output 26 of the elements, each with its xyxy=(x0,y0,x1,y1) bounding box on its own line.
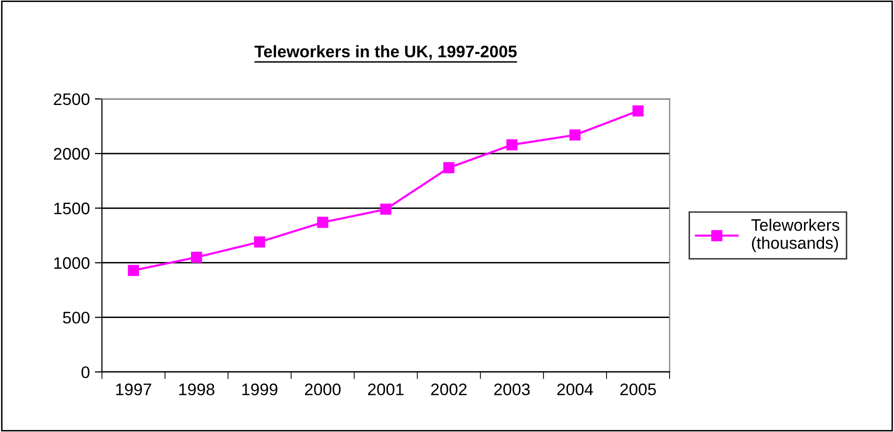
point xyxy=(128,264,140,276)
y-tick-label: 500 xyxy=(62,312,90,324)
point xyxy=(190,252,202,263)
x-tick-label: 2000 xyxy=(304,384,341,396)
y-tick-label: 1000 xyxy=(54,257,90,269)
legend-label: Teleworkers (thousands) xyxy=(751,218,840,252)
x-tick-label: 2002 xyxy=(431,384,467,396)
point xyxy=(317,216,328,228)
x-tick-label: 1998 xyxy=(179,384,214,396)
x-tick-label: 1997 xyxy=(116,384,152,396)
y-tick-label: 2500 xyxy=(54,93,90,106)
x-tick-label: 2005 xyxy=(620,384,656,396)
point xyxy=(254,236,266,248)
x-tick-label: 2004 xyxy=(557,384,594,396)
point xyxy=(632,105,644,116)
point xyxy=(506,139,518,150)
point xyxy=(569,129,581,141)
x-tick-label: 2003 xyxy=(494,384,530,396)
point xyxy=(380,204,392,215)
y-tick-label: 2000 xyxy=(54,148,90,160)
y-tick-label: 0 xyxy=(81,366,90,378)
x-tick-label: 2001 xyxy=(368,384,404,396)
x-tick-label: 1999 xyxy=(242,384,278,396)
point xyxy=(443,162,454,174)
chart-title: Teleworkers in the UK, 1997-2005 xyxy=(254,45,517,60)
y-tick-label: 1500 xyxy=(54,202,90,214)
